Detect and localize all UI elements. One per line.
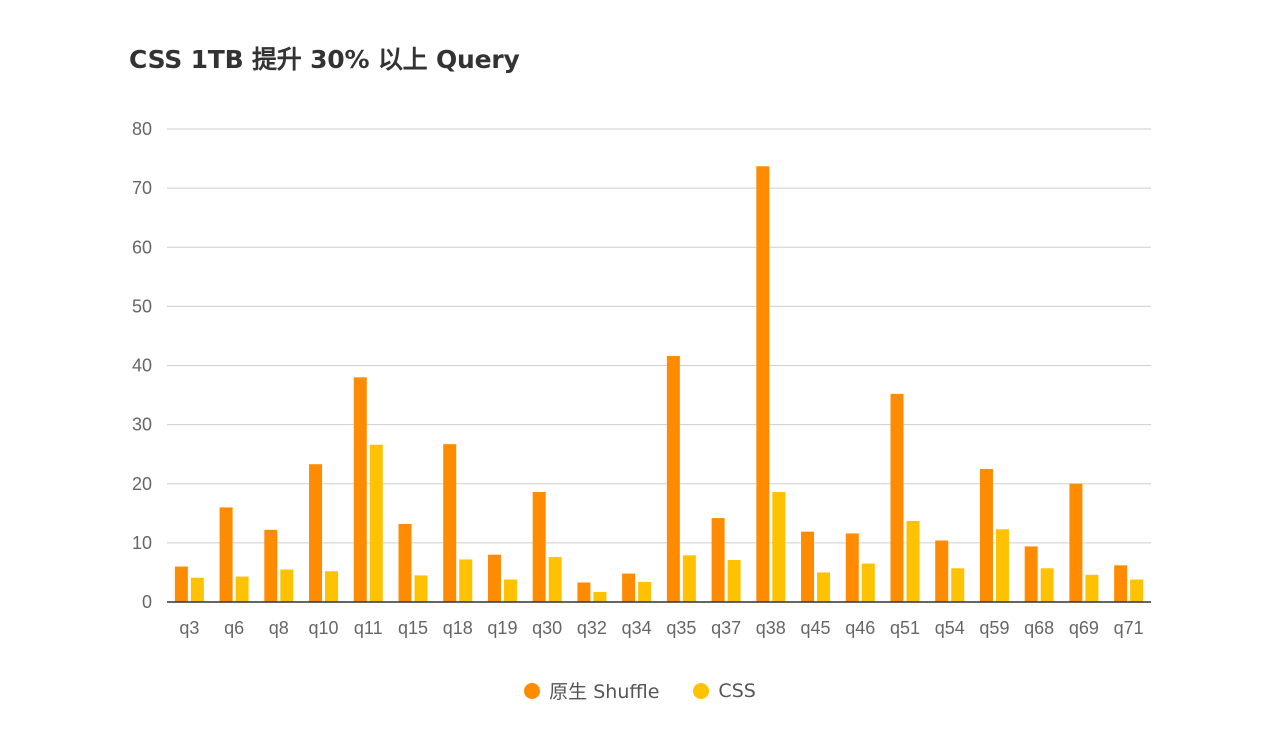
bar-native-shuffle-q19 (487, 554, 501, 602)
y-tick-label: 30 (132, 415, 152, 435)
x-tick-label: q15 (398, 618, 428, 638)
x-tick-label: q68 (1024, 618, 1054, 638)
bar-native-shuffle-q38 (756, 166, 770, 602)
x-tick-label: q8 (269, 618, 289, 638)
chart-title: CSS 1TB 提升 30% 以上 Query (129, 45, 520, 74)
x-tick-label: q38 (756, 618, 786, 638)
legend-label-css: CSS (718, 679, 756, 702)
bar-native-shuffle-q8 (264, 529, 278, 602)
bar-css-q30 (548, 557, 562, 602)
x-tick-label: q11 (354, 618, 383, 638)
x-tick-label: q19 (487, 618, 517, 638)
bar-css-q68 (1040, 568, 1054, 602)
y-tick-label: 10 (132, 533, 152, 553)
bar-css-q71 (1130, 579, 1144, 602)
bar-native-shuffle-q71 (1114, 565, 1128, 602)
x-tick-label: q32 (577, 618, 607, 638)
bar-css-q19 (503, 579, 517, 602)
x-tick-label: q37 (711, 618, 741, 638)
bar-css-q3 (190, 577, 204, 602)
bar-native-shuffle-q32 (577, 582, 591, 602)
legend-swatch-css (693, 682, 710, 699)
bar-css-q37 (727, 560, 741, 602)
y-tick-label: 80 (132, 119, 152, 139)
y-tick-label: 0 (142, 592, 152, 612)
x-tick-label: q34 (622, 618, 652, 638)
x-tick-label: q6 (224, 618, 244, 638)
y-tick-label: 70 (132, 178, 152, 198)
legend-swatch-native-shuffle (524, 682, 541, 699)
bar-native-shuffle-q10 (309, 464, 323, 602)
legend-label-native-shuffle: 原生 Shuffle (549, 681, 660, 703)
bar-native-shuffle-q51 (890, 393, 904, 602)
bar-css-q8 (280, 569, 294, 602)
bar-css-q6 (235, 576, 249, 602)
bar-native-shuffle-q37 (711, 518, 725, 602)
bar-css-q38 (772, 492, 786, 602)
bar-css-q18 (459, 559, 473, 602)
bar-native-shuffle-q54 (935, 540, 949, 602)
bar-native-shuffle-q35 (666, 356, 680, 602)
bar-css-q46 (861, 563, 875, 602)
bar-css-q10 (325, 571, 339, 602)
x-tick-label: q10 (309, 618, 339, 638)
bar-native-shuffle-q59 (979, 468, 993, 602)
x-tick-label: q45 (801, 618, 831, 638)
legend-item-native-shuffle[interactable]: 原生 Shuffle (524, 677, 659, 704)
bar-native-shuffle-q18 (443, 444, 457, 602)
x-tick-label: q18 (443, 618, 473, 638)
y-tick-label: 40 (132, 356, 152, 376)
bar-native-shuffle-q46 (845, 533, 859, 602)
bar-css-q51 (906, 520, 920, 602)
bar-native-shuffle-q45 (801, 531, 815, 602)
bar-native-shuffle-q15 (398, 523, 412, 602)
bar-css-q69 (1085, 574, 1099, 602)
y-tick-label: 50 (132, 296, 152, 316)
bar-native-shuffle-q30 (532, 492, 546, 602)
x-tick-label: q35 (666, 618, 696, 638)
x-tick-label: q3 (179, 618, 199, 638)
bar-css-q32 (593, 591, 607, 602)
x-tick-label: q46 (845, 618, 875, 638)
bar-native-shuffle-q34 (622, 573, 636, 602)
bar-native-shuffle-q69 (1069, 483, 1083, 602)
bar-css-q11 (369, 444, 383, 602)
bar-css-q54 (951, 568, 965, 602)
bar-native-shuffle-q68 (1024, 546, 1038, 602)
x-tick-label: q59 (979, 618, 1009, 638)
x-tick-label: q54 (935, 618, 965, 638)
x-tick-label: q69 (1069, 618, 1099, 638)
bar-css-q59 (995, 529, 1009, 602)
y-tick-label: 20 (132, 474, 152, 494)
x-tick-label: q71 (1114, 618, 1144, 638)
x-tick-label: q51 (890, 618, 920, 638)
bar-css-q34 (638, 581, 652, 602)
bar-css-q15 (414, 575, 428, 602)
legend: 原生 Shuffle CSS (0, 677, 1280, 704)
legend-item-css[interactable]: CSS (693, 677, 756, 704)
bar-css-q45 (817, 572, 831, 602)
bar-native-shuffle-q3 (174, 566, 188, 602)
y-tick-label: 60 (132, 237, 152, 257)
bar-css-q35 (682, 555, 696, 602)
bar-native-shuffle-q6 (219, 507, 233, 602)
x-tick-label: q30 (532, 618, 562, 638)
bar-native-shuffle-q11 (353, 377, 367, 602)
